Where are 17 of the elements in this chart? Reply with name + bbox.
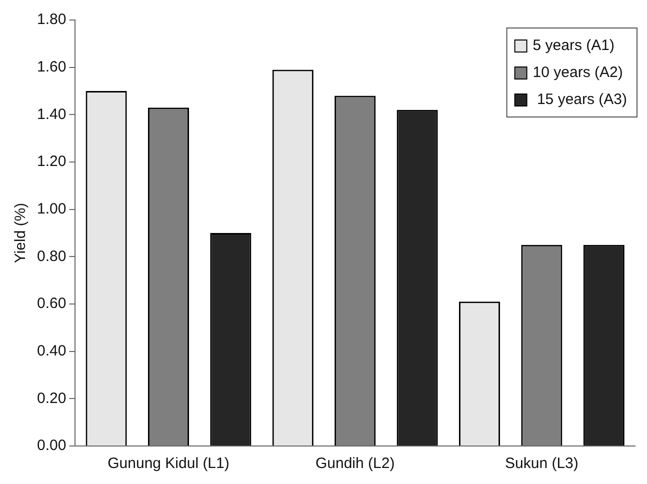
y-tick-label: 0.20: [36, 390, 66, 407]
y-axis-title: Yield (%): [12, 202, 30, 264]
x-tick-label: Gunung Kidul (L1): [108, 455, 230, 472]
y-tick-label: 0.60: [36, 295, 66, 312]
y-tick-label: 1.40: [36, 106, 66, 123]
y-tick-label: 0.40: [36, 342, 66, 360]
y-tick-label: 1.20: [36, 153, 66, 170]
y-tick-label: 1.00: [36, 200, 66, 218]
x-tick-label: Sukun (L3): [505, 455, 578, 472]
x-tick-label: Gundih (L2): [315, 455, 395, 472]
y-tick-label: 1.80: [36, 11, 66, 28]
legend-label: 15 years (A3): [532, 91, 628, 108]
y-tick-label: 0.00: [36, 437, 66, 454]
legend-label: 5 years (A1): [532, 37, 614, 54]
y-tick-label: 0.80: [36, 248, 66, 265]
y-tick-label: 1.60: [36, 58, 66, 76]
legend-label: 10 years (A2): [532, 64, 623, 82]
